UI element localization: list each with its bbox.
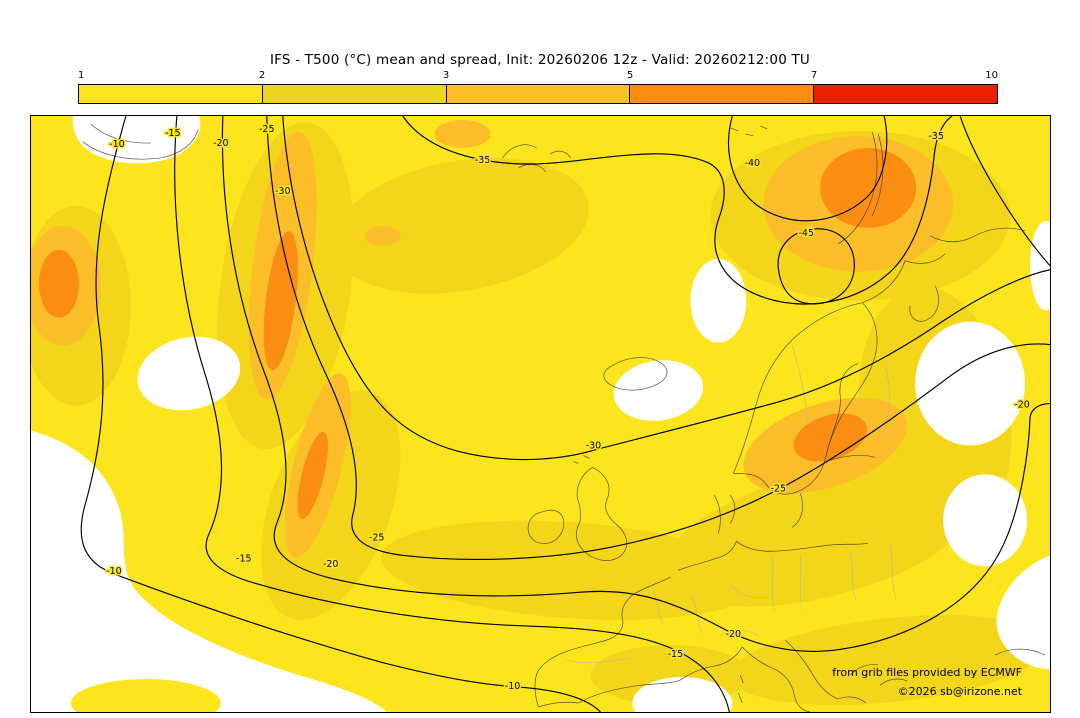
contour-label: -20: [1014, 400, 1029, 411]
contour-label: -35: [475, 155, 490, 166]
contour-label: -45: [799, 228, 814, 239]
contour-minus-35: [402, 116, 953, 305]
contour-label: -40: [745, 158, 760, 169]
contour-label: -20: [323, 559, 338, 570]
contour-minus-45: [777, 228, 855, 305]
colorbar-bar: [78, 84, 998, 104]
forecast-map-svg: -10 -15 -20 -25 -30 -35 -40 -45 -35 -30 …: [31, 116, 1050, 712]
colorbar-tick: 7: [810, 70, 818, 81]
colorbar-tick: 5: [626, 70, 634, 81]
colorbar-segment: [814, 85, 997, 103]
contour-minus-25: [266, 116, 1050, 560]
colorbar-tick: 3: [442, 70, 450, 81]
colorbar-segment: [262, 85, 447, 103]
contour-label: -10: [109, 139, 124, 150]
contour-minus-10: [80, 116, 601, 712]
contour-label: -30: [586, 440, 601, 451]
contour-lines: [80, 116, 1050, 712]
map-area: -10 -15 -20 -25 -30 -35 -40 -45 -35 -30 …: [30, 115, 1051, 713]
contour-minus-35-b: [959, 116, 1050, 267]
contour-label: -25: [771, 483, 786, 494]
colorbar-tick: 10: [985, 70, 998, 81]
colorbar-segment: [79, 85, 263, 103]
contour-label: -15: [668, 649, 683, 660]
country-borders: [566, 345, 897, 663]
contour-labels: -10 -15 -20 -25 -30 -35 -40 -45 -35 -30 …: [105, 122, 1032, 693]
contour-minus-30: [282, 116, 1050, 461]
contour-label: -15: [165, 128, 180, 139]
contour-minus-40: [728, 116, 888, 222]
contour-label: -20: [726, 629, 741, 640]
colorbar-segment: [630, 85, 815, 103]
colorbar-ticks: 1 2 3 5 7 10: [78, 70, 998, 84]
contour-label: -20: [213, 138, 228, 149]
credit-line-author: ©2026 sb@irizone.net: [898, 685, 1023, 698]
spread-fill-yellow-patch: [70, 679, 221, 712]
spread-fill-orange: [38, 147, 917, 520]
colorbar-tick: 1: [78, 70, 85, 81]
contour-label: -15: [236, 553, 251, 564]
colorbar-segment: [446, 85, 631, 103]
contour-minus-20: [221, 116, 1050, 652]
contour-label: -25: [259, 124, 274, 135]
contour-label: -10: [106, 566, 121, 577]
contour-label: -25: [369, 532, 384, 543]
chart-title: IFS - T500 (°C) mean and spread, Init: 2…: [269, 52, 811, 68]
spread-colorbar: 1 2 3 5 7 10: [78, 70, 998, 104]
credit-line-ecmwf: from grib files provided by ECMWF: [832, 666, 1022, 679]
contour-label: -30: [275, 186, 290, 197]
contour-label: -35: [928, 131, 943, 142]
contour-minus-15: [174, 116, 730, 712]
coastlines: [82, 123, 1046, 712]
colorbar-tick: 2: [258, 70, 266, 81]
spread-fill-white: [31, 116, 1050, 712]
contour-label: -10: [505, 681, 520, 692]
